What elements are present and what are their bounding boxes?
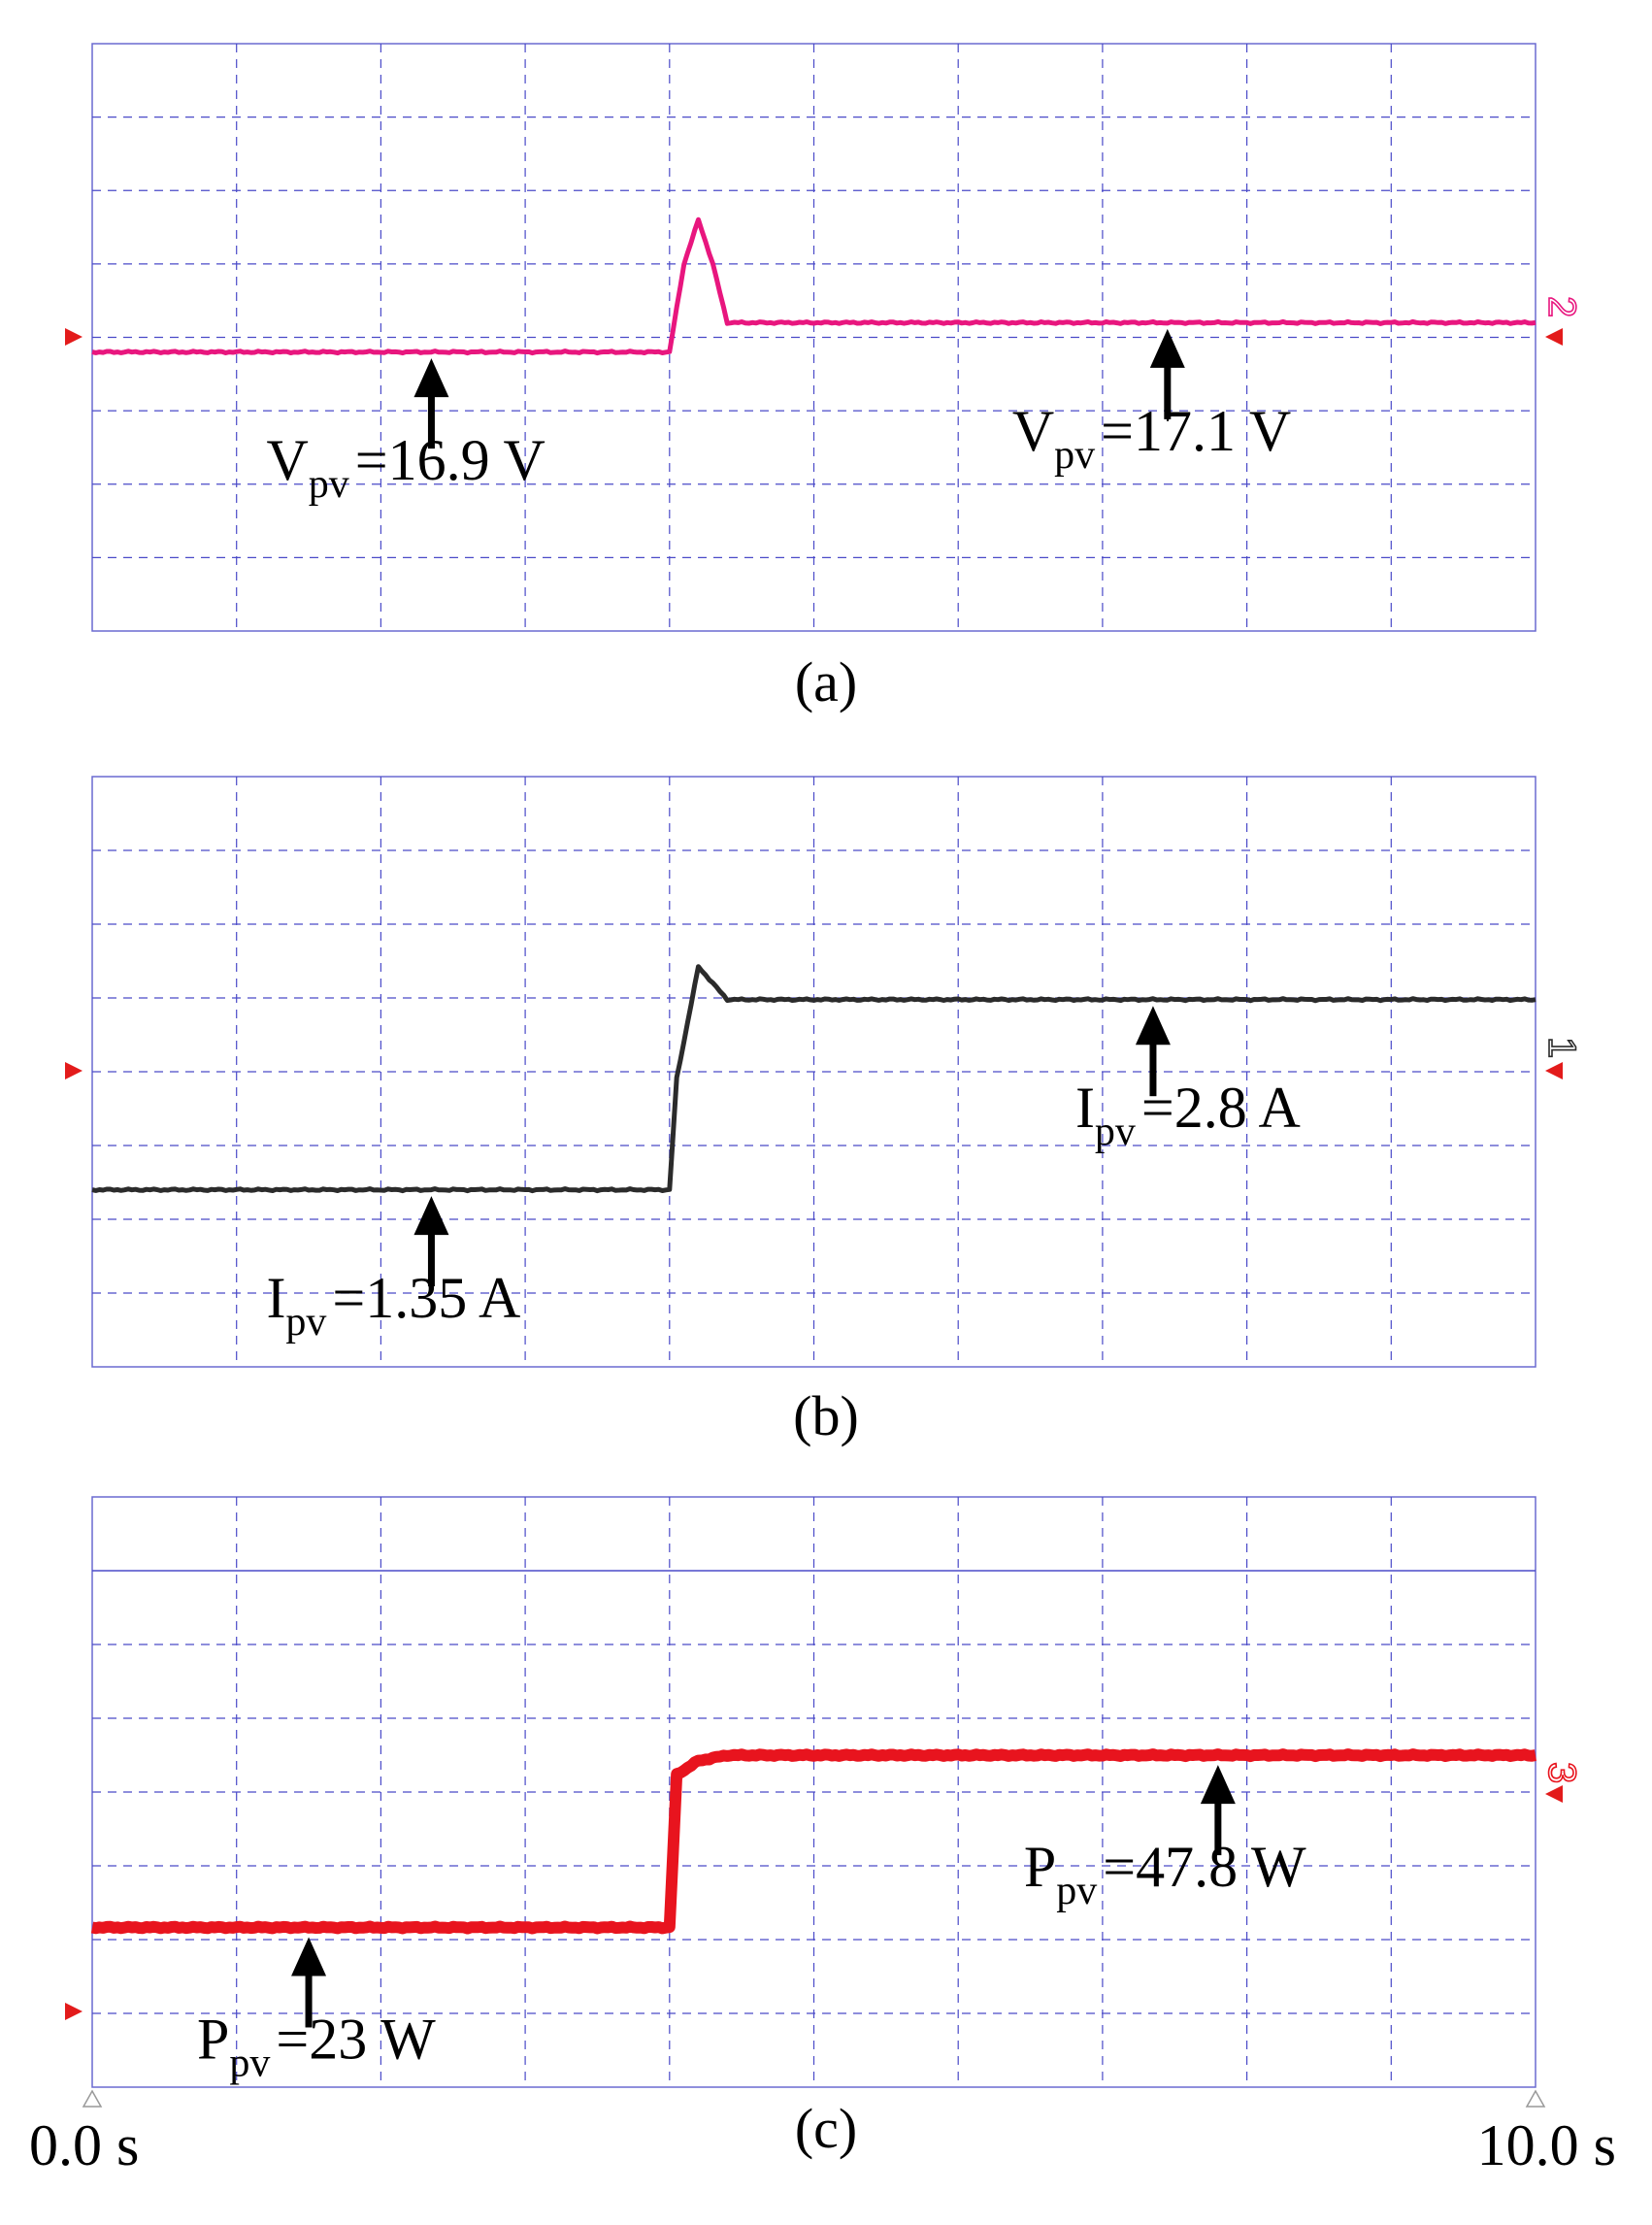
signal-trace <box>91 964 1536 1194</box>
time-end-marker <box>1525 2089 1546 2108</box>
annotation-symbol: V <box>266 428 308 492</box>
annotation-subscript: pv <box>229 2041 270 2085</box>
ground-marker-right <box>1545 1062 1563 1079</box>
channel-number-marker: 2 <box>1540 296 1583 317</box>
annotation-value: =17.1 V <box>1101 399 1291 463</box>
annotation-subscript: pv <box>1054 433 1095 478</box>
time-start-label: 0.0 s <box>29 2113 139 2177</box>
annotation-arrow-shaft <box>1149 1043 1157 1097</box>
channel-number-marker: 3 <box>1540 1762 1583 1783</box>
ground-marker-right <box>1545 1785 1563 1803</box>
annotation-label: Ppv =47.8 W <box>1024 1835 1306 1913</box>
annotation-arrow-head <box>1135 1006 1171 1046</box>
annotation-value: =47.8 W <box>1103 1835 1306 1899</box>
annotation-arrow-shaft <box>427 1233 435 1287</box>
ground-marker-right <box>1545 328 1563 346</box>
annotation-label: Ppv =23 W <box>197 2007 436 2085</box>
annotation-arrow-shaft <box>1214 1802 1222 1856</box>
annotation-value: =1.35 A <box>332 1266 520 1330</box>
annotation-arrow-head <box>413 358 449 398</box>
annotation-value: =16.9 V <box>355 428 545 492</box>
annotation-arrow-shaft <box>427 395 435 449</box>
annotation-subscript: pv <box>1095 1110 1136 1154</box>
annotation-symbol: P <box>197 2007 229 2071</box>
ground-marker-left <box>65 1062 83 1079</box>
annotation-subscript: pv <box>309 462 349 507</box>
annotation-arrow-shaft <box>1164 365 1172 419</box>
channel-number-marker: 1 <box>1540 1037 1583 1058</box>
annotation-value: =2.8 A <box>1141 1076 1301 1140</box>
annotation-arrow-head <box>1149 328 1185 368</box>
annotation-arrow-head <box>1200 1765 1236 1805</box>
time-origin-marker <box>82 2089 103 2108</box>
annotation-label: Vpv =17.1 V <box>1012 399 1291 478</box>
annotation-value: =23 W <box>276 2007 436 2071</box>
panel-caption: (c) <box>795 2097 857 2160</box>
annotation-label: Ipv =1.35 A <box>266 1266 520 1345</box>
annotation-symbol: I <box>266 1266 285 1330</box>
panel-caption: (b) <box>793 1384 859 1447</box>
annotation-arrow-head <box>291 1937 327 1976</box>
ground-marker-left <box>65 328 83 346</box>
annotation-arrow-head <box>413 1196 449 1236</box>
annotation-arrow-shaft <box>305 1974 313 2028</box>
ground-marker-left <box>65 2003 83 2020</box>
annotation-symbol: P <box>1024 1835 1056 1899</box>
annotation-label: Ipv =2.8 A <box>1075 1076 1301 1154</box>
annotation-subscript: pv <box>285 1300 326 1345</box>
annotation-symbol: I <box>1075 1076 1095 1140</box>
signal-trace <box>91 216 1536 356</box>
annotation-label: Vpv =16.9 V <box>266 428 545 507</box>
time-end-label: 10.0 s <box>1477 2113 1616 2177</box>
annotation-subscript: pv <box>1056 1869 1097 1913</box>
annotation-symbol: V <box>1012 399 1054 463</box>
signal-trace <box>89 1748 1538 1935</box>
panel-caption: (a) <box>795 650 857 714</box>
